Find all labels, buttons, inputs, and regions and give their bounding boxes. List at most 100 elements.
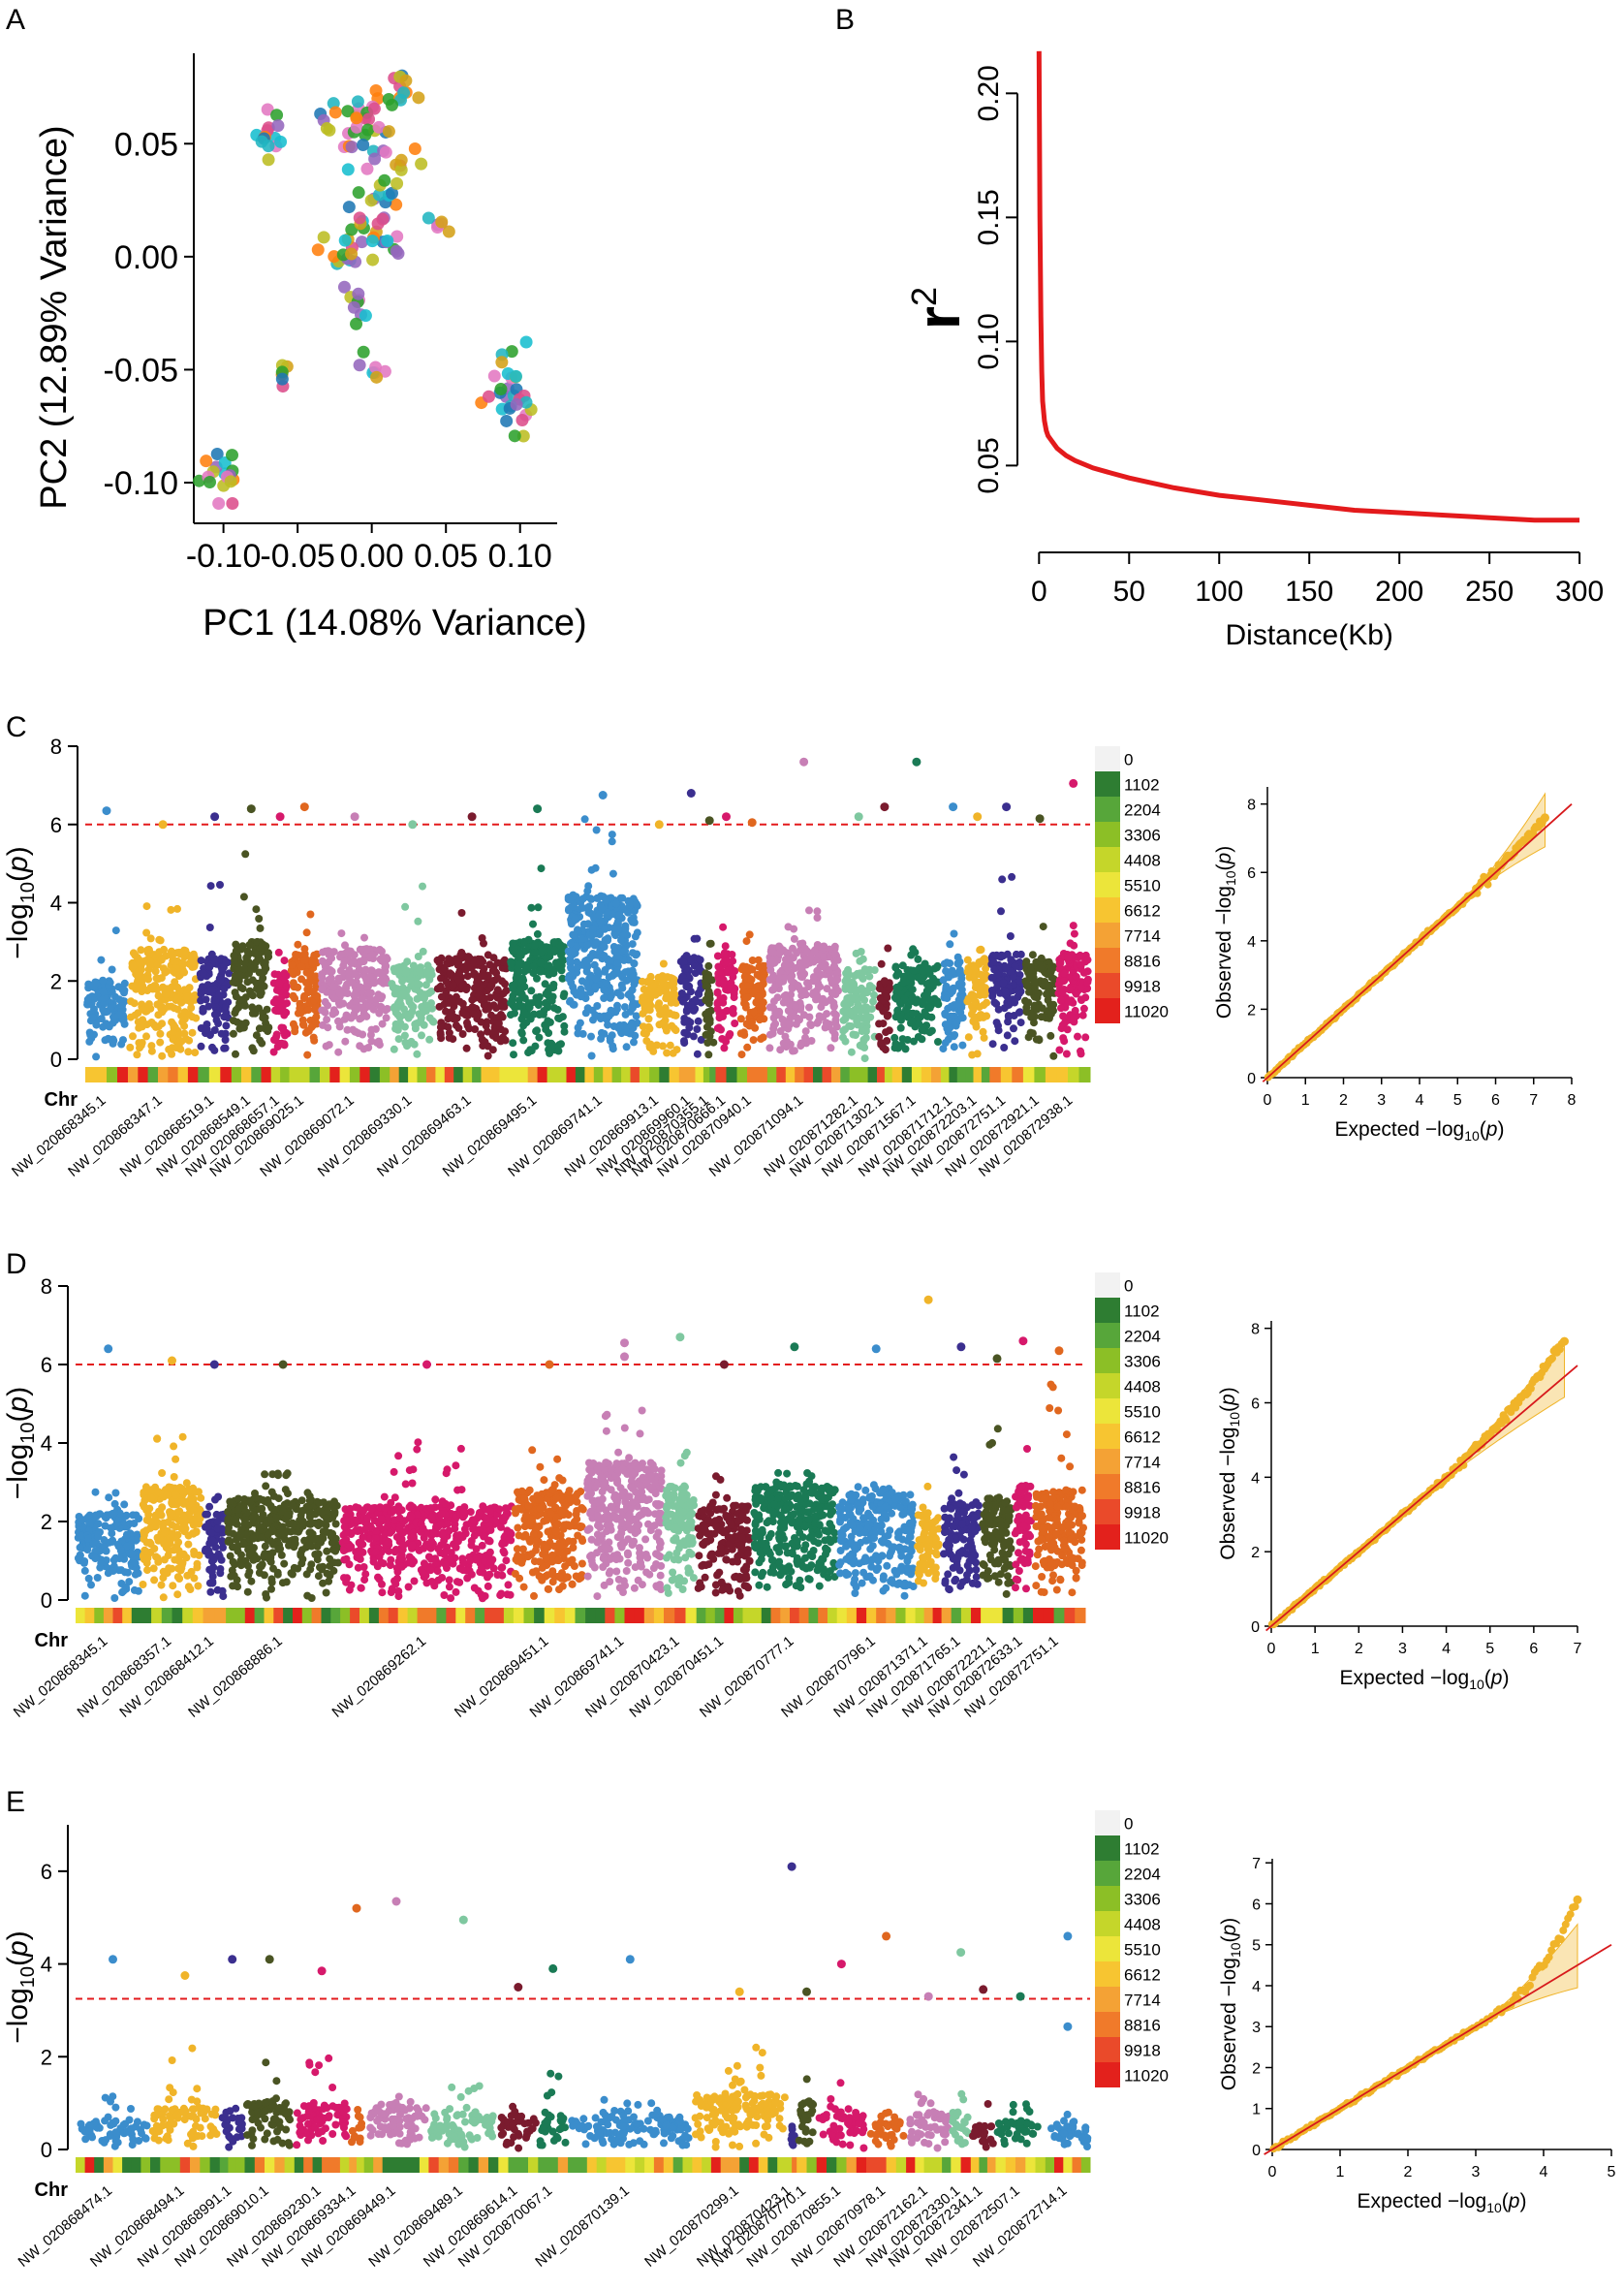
x-tick-label: 4 bbox=[1416, 1092, 1424, 1109]
snp-point bbox=[323, 1569, 331, 1578]
pca-point bbox=[390, 230, 404, 243]
snp-point bbox=[519, 1036, 528, 1045]
y-tick-label: 6 bbox=[41, 1353, 52, 1377]
pca-point bbox=[347, 300, 360, 314]
snp-point bbox=[988, 1040, 997, 1049]
snp-point bbox=[1024, 1033, 1033, 1042]
pca-point bbox=[200, 455, 213, 468]
snp-point bbox=[1070, 929, 1078, 938]
snp-density-cell bbox=[949, 1067, 958, 1082]
snp-point bbox=[189, 950, 198, 958]
snp-point bbox=[839, 1026, 848, 1035]
pca-point bbox=[352, 186, 365, 200]
snp-point bbox=[173, 1005, 182, 1014]
panel-label-b: B bbox=[835, 4, 855, 36]
snp-point bbox=[687, 1001, 696, 1009]
pca-point bbox=[365, 235, 379, 248]
pca-point bbox=[515, 413, 529, 426]
snp-point bbox=[1055, 1046, 1064, 1054]
snp-point bbox=[513, 971, 521, 980]
snp-density-cell bbox=[1022, 1067, 1035, 1082]
chromosome-label: NW_020868347.1 bbox=[65, 1092, 166, 1180]
snp-point bbox=[76, 1543, 84, 1552]
snp-density-cell bbox=[989, 1067, 1002, 1082]
snp-density-cell bbox=[320, 1067, 330, 1082]
snp-density-cell bbox=[776, 1067, 787, 1082]
snp-point bbox=[425, 1035, 434, 1044]
snp-point bbox=[462, 1044, 471, 1052]
snp-point bbox=[110, 1594, 119, 1602]
axis-title-part: ( bbox=[1480, 1118, 1486, 1141]
snp-point bbox=[248, 1515, 257, 1523]
snp-point bbox=[787, 972, 796, 981]
snp-point bbox=[287, 1569, 296, 1578]
snp-point bbox=[408, 1007, 417, 1016]
pca-point bbox=[519, 395, 533, 409]
snp-significant-point bbox=[598, 791, 608, 800]
y-tick-label: 8 bbox=[50, 735, 62, 759]
snp-point bbox=[115, 1554, 124, 1563]
snp-point bbox=[870, 966, 879, 974]
snp-point bbox=[696, 956, 704, 964]
snp-point bbox=[1000, 1044, 1009, 1051]
snp-point bbox=[1078, 1011, 1087, 1020]
snp-point bbox=[1035, 1035, 1044, 1044]
snp-point bbox=[237, 1020, 246, 1029]
snp-point bbox=[830, 942, 839, 951]
snp-point bbox=[526, 1015, 535, 1023]
snp-point bbox=[174, 948, 183, 957]
snp-density-cell bbox=[444, 1067, 454, 1082]
snp-point bbox=[729, 1009, 737, 1018]
snp-point bbox=[915, 1020, 923, 1028]
snp-point bbox=[705, 939, 714, 948]
snp-point bbox=[655, 1005, 664, 1014]
snp-point bbox=[109, 1567, 117, 1575]
snp-point bbox=[213, 1524, 222, 1533]
snp-point bbox=[600, 942, 609, 951]
snp-point bbox=[80, 1566, 89, 1575]
snp-point bbox=[187, 959, 196, 968]
snp-point bbox=[914, 955, 922, 963]
snp-point bbox=[1069, 922, 1077, 930]
snp-point bbox=[823, 1010, 831, 1019]
snp-point bbox=[84, 1534, 92, 1543]
snp-density-cell bbox=[187, 1067, 199, 1082]
snp-point bbox=[663, 1049, 671, 1057]
snp-point bbox=[257, 1562, 265, 1571]
snp-point bbox=[146, 961, 155, 970]
snp-point bbox=[172, 1542, 181, 1551]
snp-point bbox=[395, 996, 404, 1005]
qq-point-max bbox=[1541, 813, 1549, 823]
snp-point bbox=[137, 946, 145, 955]
snp-point bbox=[252, 905, 261, 914]
snp-point bbox=[1057, 995, 1066, 1004]
snp-density-cell bbox=[840, 1067, 851, 1082]
snp-point bbox=[743, 993, 752, 1001]
snp-density-cell bbox=[795, 1067, 805, 1082]
snp-point bbox=[119, 1586, 128, 1595]
snp-point bbox=[843, 973, 852, 981]
snp-density-cell bbox=[122, 1608, 133, 1623]
snp-point bbox=[93, 1574, 102, 1582]
snp-density-cell bbox=[96, 1067, 108, 1082]
snp-density-cell bbox=[481, 1067, 491, 1082]
snp-density-cell bbox=[965, 1067, 975, 1082]
snp-point bbox=[615, 911, 624, 919]
x-axis-title: Chr bbox=[45, 1089, 78, 1111]
snp-point bbox=[571, 932, 578, 941]
snp-point bbox=[781, 992, 790, 1001]
snp-density-cell bbox=[499, 1067, 510, 1082]
snp-point bbox=[877, 959, 886, 968]
pca-point bbox=[353, 211, 366, 225]
snp-point bbox=[737, 1051, 746, 1059]
snp-point bbox=[326, 949, 334, 957]
y-axis-title: r2 bbox=[904, 287, 973, 329]
snp-point bbox=[545, 1029, 553, 1037]
snp-point bbox=[189, 1521, 198, 1529]
snp-point bbox=[99, 976, 108, 985]
snp-point bbox=[169, 1529, 176, 1538]
snp-point bbox=[294, 983, 302, 991]
snp-point bbox=[220, 1044, 229, 1052]
snp-point bbox=[638, 977, 646, 986]
snp-point bbox=[150, 1545, 159, 1553]
